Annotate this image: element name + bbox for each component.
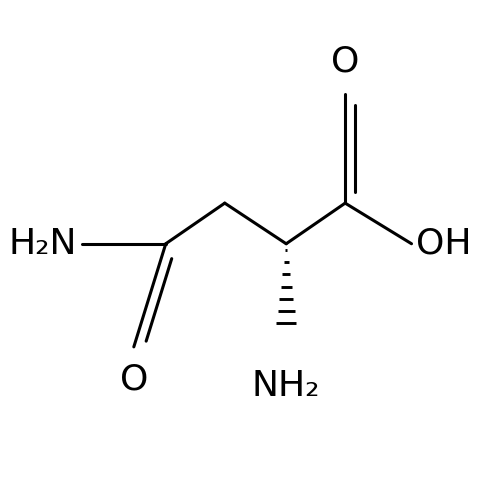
Text: OH: OH xyxy=(416,227,472,261)
Text: H₂N: H₂N xyxy=(9,227,78,261)
Text: O: O xyxy=(331,44,360,78)
Text: NH₂: NH₂ xyxy=(252,369,320,403)
Text: O: O xyxy=(120,362,148,396)
